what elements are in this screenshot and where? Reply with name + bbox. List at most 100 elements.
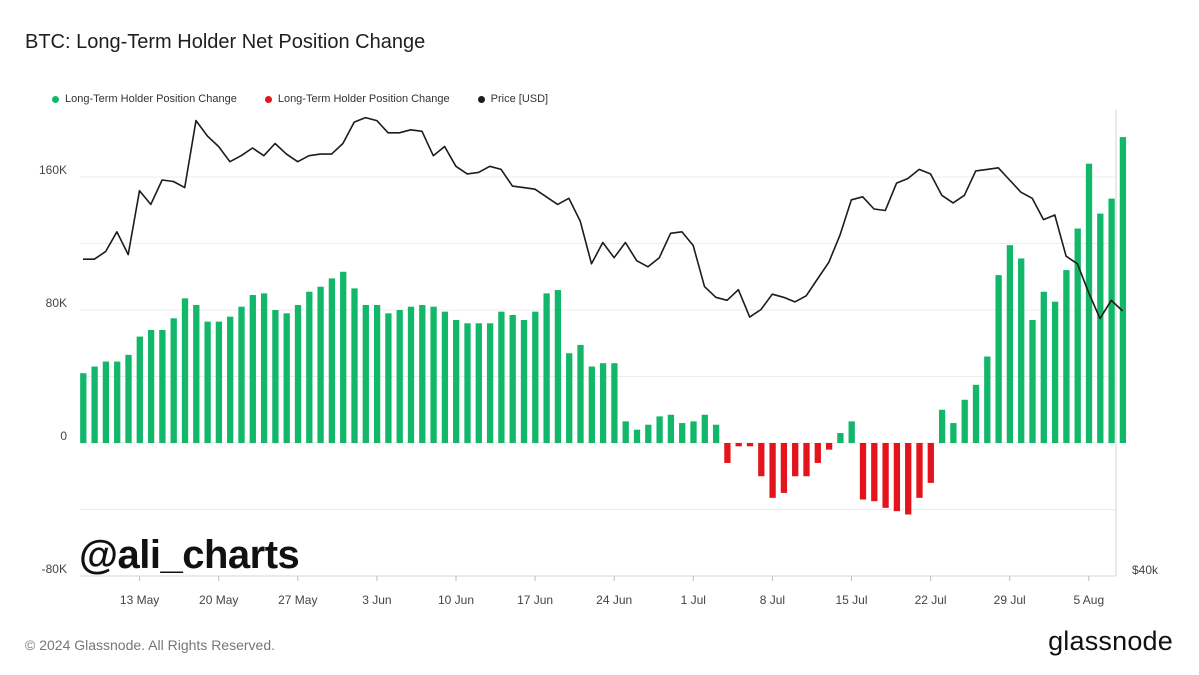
bar-negative[interactable]: [927, 443, 934, 483]
bar-negative[interactable]: [893, 443, 901, 512]
x-tick-label: 8 Jul: [760, 593, 785, 607]
bar-positive[interactable]: [588, 366, 595, 443]
bar-positive[interactable]: [645, 424, 652, 443]
bar-positive[interactable]: [215, 321, 223, 443]
bar-positive[interactable]: [294, 305, 302, 443]
bar-positive[interactable]: [430, 306, 437, 443]
bar-positive[interactable]: [453, 319, 460, 443]
bar-negative[interactable]: [735, 443, 742, 447]
bar-positive[interactable]: [712, 424, 720, 443]
bar-positive[interactable]: [1108, 198, 1115, 443]
bar-positive[interactable]: [351, 288, 358, 443]
bar-positive[interactable]: [656, 416, 663, 443]
bar-positive[interactable]: [679, 423, 686, 443]
bar-positive[interactable]: [599, 363, 607, 443]
bar-negative[interactable]: [905, 443, 912, 515]
bar-positive[interactable]: [362, 305, 369, 443]
bar-positive[interactable]: [464, 323, 471, 443]
legend-item-lth-negative[interactable]: Long-Term Holder Position Change: [264, 93, 450, 105]
bar-positive[interactable]: [848, 421, 855, 443]
bar-negative[interactable]: [758, 443, 765, 477]
bar-positive[interactable]: [577, 344, 584, 443]
bar-positive[interactable]: [1029, 319, 1036, 443]
bar-positive[interactable]: [566, 353, 573, 443]
bar-negative[interactable]: [746, 443, 754, 447]
bar-negative[interactable]: [882, 443, 889, 508]
legend-item-lth-positive[interactable]: Long-Term Holder Position Change: [52, 93, 237, 105]
bar-positive[interactable]: [543, 293, 550, 443]
bar-positive[interactable]: [407, 306, 415, 443]
bar-positive[interactable]: [260, 293, 268, 443]
bar-positive[interactable]: [396, 310, 403, 443]
bar-positive[interactable]: [419, 305, 426, 443]
bar-positive[interactable]: [385, 313, 392, 443]
bar-positive[interactable]: [204, 321, 211, 443]
bar-positive[interactable]: [272, 310, 279, 443]
bar-positive[interactable]: [328, 278, 336, 443]
bar-positive[interactable]: [701, 414, 708, 443]
bar-positive[interactable]: [995, 275, 1002, 443]
bar-positive[interactable]: [961, 399, 968, 443]
bar-positive[interactable]: [1040, 291, 1047, 443]
x-tick-label: 24 Jun: [596, 593, 632, 607]
bar-positive[interactable]: [475, 323, 482, 443]
bar-positive[interactable]: [238, 306, 245, 443]
bar-positive[interactable]: [498, 311, 505, 443]
bar-positive[interactable]: [622, 421, 629, 443]
bar-positive[interactable]: [1085, 163, 1093, 443]
bar-positive[interactable]: [611, 363, 618, 443]
bar-positive[interactable]: [1074, 228, 1081, 443]
bar-positive[interactable]: [1018, 258, 1025, 443]
x-tick-label: 1 Jul: [681, 593, 706, 607]
bar-negative[interactable]: [724, 443, 731, 463]
bar-positive[interactable]: [1119, 137, 1127, 443]
bar-negative[interactable]: [859, 443, 867, 500]
bar-positive[interactable]: [1006, 245, 1014, 443]
bar-negative[interactable]: [871, 443, 878, 502]
bar-positive[interactable]: [1063, 270, 1070, 443]
bar-positive[interactable]: [227, 316, 234, 443]
bar-positive[interactable]: [181, 298, 189, 443]
bar-positive[interactable]: [80, 373, 87, 443]
bar-positive[interactable]: [554, 290, 562, 443]
y-tick-label: 160K: [39, 163, 67, 177]
bar-negative[interactable]: [803, 443, 810, 477]
bar-positive[interactable]: [283, 313, 290, 443]
bar-negative[interactable]: [916, 443, 923, 498]
bar-positive[interactable]: [147, 329, 155, 443]
bar-positive[interactable]: [972, 384, 980, 443]
bar-positive[interactable]: [170, 318, 177, 443]
bar-positive[interactable]: [837, 433, 844, 443]
bar-positive[interactable]: [125, 354, 132, 443]
bar-positive[interactable]: [114, 361, 121, 443]
bar-positive[interactable]: [1097, 213, 1104, 443]
bar-positive[interactable]: [136, 336, 143, 443]
bar-positive[interactable]: [340, 271, 347, 443]
bar-positive[interactable]: [306, 291, 313, 443]
bar-positive[interactable]: [667, 414, 675, 443]
bar-negative[interactable]: [814, 443, 821, 463]
bar-negative[interactable]: [780, 443, 788, 493]
bar-positive[interactable]: [984, 356, 991, 443]
bar-positive[interactable]: [159, 329, 166, 443]
bar-positive[interactable]: [193, 305, 200, 443]
bar-positive[interactable]: [509, 314, 516, 443]
bar-positive[interactable]: [317, 286, 324, 443]
bar-positive[interactable]: [633, 429, 641, 443]
bar-positive[interactable]: [1051, 301, 1059, 443]
bar-negative[interactable]: [825, 443, 833, 450]
bar-positive[interactable]: [486, 323, 494, 443]
bar-positive[interactable]: [520, 319, 528, 443]
legend-item-price[interactable]: Price [USD]: [477, 93, 548, 105]
bar-positive[interactable]: [950, 423, 957, 443]
bar-positive[interactable]: [938, 409, 946, 443]
bar-positive[interactable]: [91, 366, 98, 443]
bar-positive[interactable]: [102, 361, 110, 443]
bar-negative[interactable]: [769, 443, 776, 498]
bar-positive[interactable]: [373, 305, 381, 443]
bar-positive[interactable]: [690, 421, 697, 443]
bar-positive[interactable]: [249, 295, 256, 443]
bar-positive[interactable]: [441, 311, 449, 443]
bar-positive[interactable]: [532, 311, 539, 443]
bar-negative[interactable]: [792, 443, 799, 477]
